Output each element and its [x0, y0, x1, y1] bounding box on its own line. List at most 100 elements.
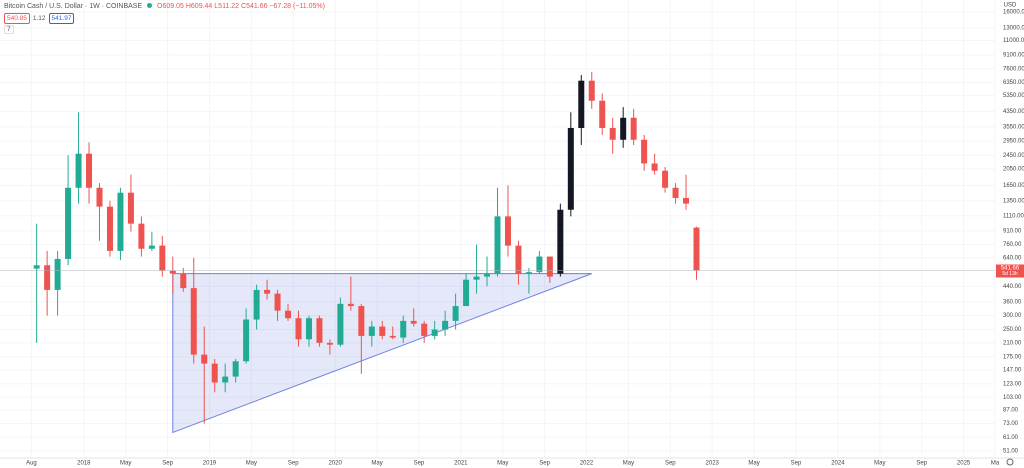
- x-tick-label: 2019: [203, 461, 217, 467]
- candle-body: [127, 192, 134, 224]
- x-tick-label: 2022: [580, 461, 594, 467]
- candle-body: [484, 273, 491, 277]
- x-tick-label: May: [623, 461, 634, 467]
- candle-body: [159, 245, 166, 271]
- y-tick-label: 440.00: [1003, 284, 1022, 290]
- candle-body: [588, 80, 595, 101]
- indicators-count: 7: [7, 26, 11, 33]
- ask[interactable]: 541.97: [48, 13, 75, 24]
- y-tick-label: 2050.00: [1003, 166, 1024, 172]
- candle-body: [65, 187, 72, 259]
- candle-body: [264, 289, 271, 294]
- x-tick-label: 2020: [328, 461, 342, 467]
- candle-body: [211, 363, 218, 383]
- candle-body: [536, 256, 543, 273]
- candle-body: [515, 245, 522, 274]
- candle-body: [106, 206, 113, 251]
- candle-body: [683, 197, 690, 204]
- y-tick-label: 4350.00: [1003, 109, 1024, 115]
- y-tick-label: 51.00: [1003, 449, 1019, 455]
- candle-body: [96, 187, 103, 207]
- x-tick-label: Sep: [791, 461, 802, 467]
- indicators-toggle[interactable]: 7: [4, 25, 14, 34]
- y-tick-label: 640.00: [1003, 255, 1022, 261]
- candle-body: [190, 288, 197, 355]
- candle-body: [431, 329, 438, 336]
- x-tick-label: May: [120, 461, 131, 467]
- x-tick-label: 2023: [706, 461, 720, 467]
- candle-body: [410, 320, 417, 324]
- candle-body: [599, 100, 606, 128]
- candle-body: [201, 354, 208, 364]
- y-tick-label: 61.00: [1003, 435, 1019, 441]
- candle-body: [368, 326, 375, 336]
- x-tick-label: May: [748, 461, 759, 467]
- x-tick-label: Sep: [665, 461, 676, 467]
- settings[interactable]: [1006, 458, 1014, 466]
- candle-body: [442, 320, 449, 330]
- candle-body: [400, 320, 407, 338]
- candle-body: [180, 273, 187, 289]
- x-tick-label: May: [246, 461, 257, 467]
- exchange: COINBASE: [105, 3, 143, 10]
- interval[interactable]: 1W: [89, 3, 100, 10]
- header: Bitcoin Cash / U.S. Dollar · 1W · COINBA…: [4, 3, 325, 10]
- symbol: Bitcoin Cash / U.S. Dollar: [4, 3, 83, 10]
- candle-body: [347, 303, 354, 307]
- y-tick-label: 760.00: [1003, 242, 1022, 248]
- candle-body: [86, 153, 93, 188]
- x-tick-label: Sep: [414, 461, 425, 467]
- x-tick-label: 2024: [831, 461, 845, 467]
- candle-body: [693, 227, 700, 271]
- y-tick-label: 175.00: [1003, 354, 1022, 360]
- candle-body: [148, 245, 155, 249]
- y-tick-label: 360.00: [1003, 299, 1022, 305]
- triangle-drawing: [172, 273, 592, 434]
- candle-body: [138, 223, 145, 249]
- candle-body: [452, 306, 459, 321]
- candle-body: [546, 256, 553, 277]
- candle-body: [54, 258, 61, 290]
- y-tick-label: 13000.00: [1003, 25, 1024, 31]
- candle-body: [557, 209, 564, 274]
- candle-body: [672, 187, 679, 198]
- candle-body: [567, 127, 574, 210]
- candle-body: [295, 318, 302, 340]
- candle-body: [243, 319, 250, 362]
- candle-body: [274, 293, 281, 311]
- x-tick-label: Aug: [26, 461, 37, 467]
- x-tick-label: May: [874, 461, 885, 467]
- last-price-box: [996, 264, 1024, 278]
- y-tick-label: 147.00: [1003, 368, 1022, 374]
- y-tick-label: 250.00: [1003, 327, 1022, 333]
- candle-body: [662, 170, 669, 188]
- candle-body: [33, 265, 40, 269]
- candle-body: [651, 163, 658, 171]
- quote: 540.85 1.12 541.97: [4, 13, 75, 24]
- candle-body: [222, 376, 229, 383]
- candle-body: [232, 361, 239, 377]
- x-tick-label: Sep: [539, 461, 550, 467]
- y-tick-label: 1110.00: [1003, 213, 1024, 219]
- candle-body: [609, 127, 616, 140]
- x-tick-label: Sep: [288, 461, 299, 467]
- last-price-label: 541.66: [1001, 266, 1020, 272]
- y-tick-label: 300.00: [1003, 313, 1022, 319]
- candle-body: [285, 310, 292, 319]
- y-tick-label: 123.00: [1003, 381, 1022, 387]
- status: [147, 3, 153, 8]
- candle-body: [494, 216, 501, 274]
- y-tick-label: 7600.00: [1003, 66, 1024, 72]
- countdown: 5d 13h: [1002, 271, 1018, 277]
- candle-body: [326, 342, 333, 345]
- y-tick-label: 16000.00: [1003, 9, 1024, 15]
- candle-body: [620, 117, 627, 140]
- candle-body: [389, 335, 396, 338]
- candle-body: [463, 279, 470, 307]
- candle-body: [504, 216, 511, 246]
- candle-body: [305, 318, 312, 340]
- bid[interactable]: 540.85: [4, 13, 30, 24]
- candle-body: [630, 117, 637, 140]
- x-tick-label: Ma: [991, 461, 1000, 467]
